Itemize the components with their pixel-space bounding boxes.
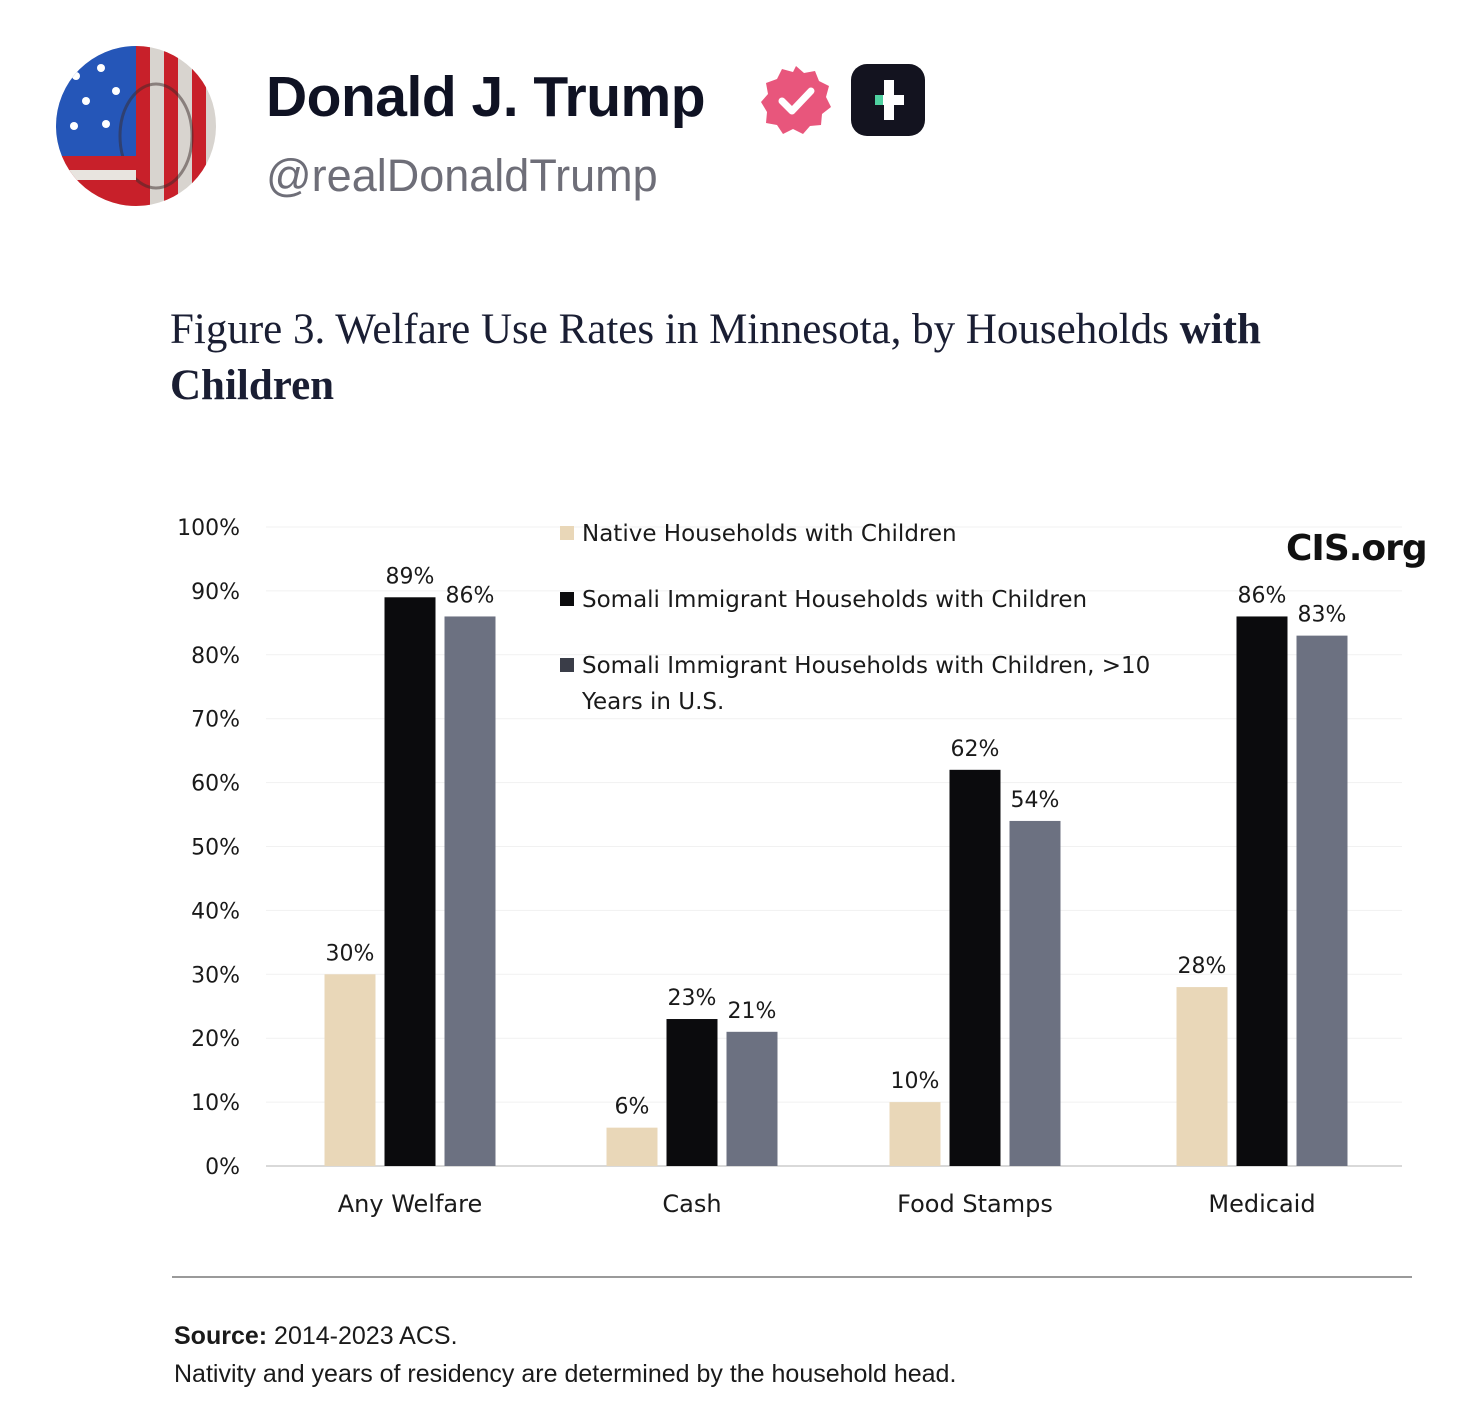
y-tick-label: 70% xyxy=(191,708,240,733)
bar-value-label: 6% xyxy=(615,1095,650,1120)
y-tick-label: 30% xyxy=(191,963,240,988)
bar-value-label: 54% xyxy=(1011,788,1060,813)
legend-item-somali-10yr: Somali Immigrant Households with Childre… xyxy=(560,648,1150,720)
bar xyxy=(949,769,1001,1166)
bar xyxy=(384,597,436,1166)
verified-badge-icon xyxy=(760,64,832,136)
bar-chart: 0% 10% 20% 30% 40% 50% 60% 70% 80% 90% 100% 30% 89% 8… xyxy=(177,516,1402,1218)
user-handle[interactable]: @realDonaldTrump xyxy=(266,150,658,201)
plus-badge-icon xyxy=(851,64,925,136)
y-tick-label: 0% xyxy=(205,1155,240,1180)
figure-title-bold: with Children xyxy=(170,306,1261,409)
author-name[interactable]: Donald J. Trump xyxy=(266,65,706,129)
figure-title-regular: Figure 3. Welfare Use Rates in Minnesota… xyxy=(170,306,1180,353)
bar xyxy=(1296,635,1348,1166)
legend-label: Somali Immigrant Households with Childre… xyxy=(582,653,1151,679)
bar-value-label: 89% xyxy=(386,564,435,589)
legend-swatch-somali xyxy=(560,591,574,606)
bar-value-label: 10% xyxy=(891,1069,940,1094)
x-category-label: Medicaid xyxy=(1208,1190,1315,1218)
bar-value-label: 30% xyxy=(326,941,375,966)
bar xyxy=(1176,987,1228,1166)
bar xyxy=(606,1127,658,1166)
bar xyxy=(444,616,496,1166)
bar xyxy=(726,1031,778,1166)
y-tick-label: 40% xyxy=(191,899,240,924)
y-tick-label: 20% xyxy=(191,1027,240,1052)
y-tick-label: 10% xyxy=(191,1091,240,1116)
bar xyxy=(889,1102,941,1166)
source-text: 2014-2023 ACS. xyxy=(267,1322,458,1350)
bar-value-label: 62% xyxy=(951,737,1000,762)
bar-value-label: 86% xyxy=(446,583,495,608)
divider xyxy=(172,1276,1412,1278)
bar-value-label: 21% xyxy=(728,999,777,1024)
legend-label-line-2: Years in U.S. xyxy=(582,689,725,715)
figure-note: Nativity and years of residency are dete… xyxy=(174,1360,957,1388)
source-label: Source: xyxy=(174,1322,268,1350)
figure-title: Figure 3. Welfare Use Rates in Minnesota… xyxy=(170,302,1420,414)
bar xyxy=(1009,820,1061,1166)
cis-watermark: CIS.org xyxy=(1286,528,1428,569)
bar-value-label: 86% xyxy=(1238,583,1287,608)
legend-swatch-native xyxy=(560,525,574,540)
bar xyxy=(324,974,376,1166)
bar-value-label: 23% xyxy=(668,986,717,1011)
x-category-label: Food Stamps xyxy=(897,1190,1053,1218)
y-tick-label: 60% xyxy=(191,772,240,797)
bar xyxy=(666,1019,718,1166)
legend-label: Native Households with Children xyxy=(582,521,957,547)
y-tick-label: 90% xyxy=(191,580,240,605)
bar xyxy=(1236,616,1288,1166)
legend-item-somali: Somali Immigrant Households with Childre… xyxy=(560,582,1087,618)
x-category-label: Any Welfare xyxy=(338,1190,482,1218)
y-tick-label: 80% xyxy=(191,644,240,669)
source-line: Source: 2014-2023 ACS. xyxy=(174,1322,458,1351)
bar-value-label: 28% xyxy=(1178,954,1227,979)
legend-label: Somali Immigrant Households with Childre… xyxy=(582,587,1088,613)
x-category-label: Cash xyxy=(662,1190,721,1218)
bar-value-label: 83% xyxy=(1298,603,1347,628)
legend-swatch-somali-10yr xyxy=(560,657,574,672)
legend-item-native: Native Households with Children xyxy=(560,516,957,552)
y-tick-label: 100% xyxy=(177,516,240,541)
y-tick-label: 50% xyxy=(191,836,240,861)
